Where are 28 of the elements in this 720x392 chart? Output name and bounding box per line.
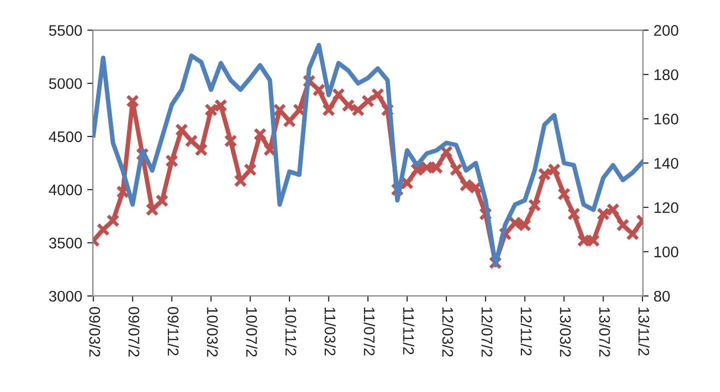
y2-tick-label: 200	[654, 25, 678, 36]
x-tick-label: 10/07/2	[246, 308, 258, 357]
x-tick-label: 09/07/2	[128, 306, 140, 357]
x-tick-label: 11/03/2	[324, 308, 336, 356]
x-tick-label: 12/07/2	[481, 308, 493, 357]
y2-tick-label: 180	[654, 69, 678, 80]
x-tick-label: 11/07/2	[364, 308, 376, 356]
x-tick-label: 12/11/2	[520, 308, 532, 356]
y2-tick-label: 120	[654, 202, 678, 214]
y2-tick-label: 100	[654, 246, 678, 258]
x-tick-label: 13/03/2	[560, 308, 572, 357]
y-tick-label: 4000	[48, 184, 82, 196]
x-tick-label: 10/03/2	[206, 308, 218, 357]
x-tick-label: 09/11/2	[168, 306, 179, 356]
y-tick-label: 3500	[49, 238, 82, 248]
y-tick-label: 5000	[49, 78, 82, 90]
y-tick-label: 3000	[49, 290, 82, 302]
y2-tick-label: 80	[654, 290, 670, 302]
y-tick-label: 5500	[49, 25, 82, 36]
x-tick-label: 11/11/2	[403, 308, 414, 354]
x-tick-label: 09/03/2	[89, 306, 100, 357]
y2-tick-label: 140	[654, 158, 678, 169]
x-tick-label: 12/03/2	[442, 308, 454, 357]
x-tick-label: 10/11/2	[285, 308, 297, 356]
y-tick-label: 4500	[48, 131, 82, 142]
x-tick-label: 13/07/2	[599, 308, 610, 357]
x-tick-label: 13/11/2	[638, 308, 650, 356]
y2-tick-label: 160	[654, 114, 678, 124]
